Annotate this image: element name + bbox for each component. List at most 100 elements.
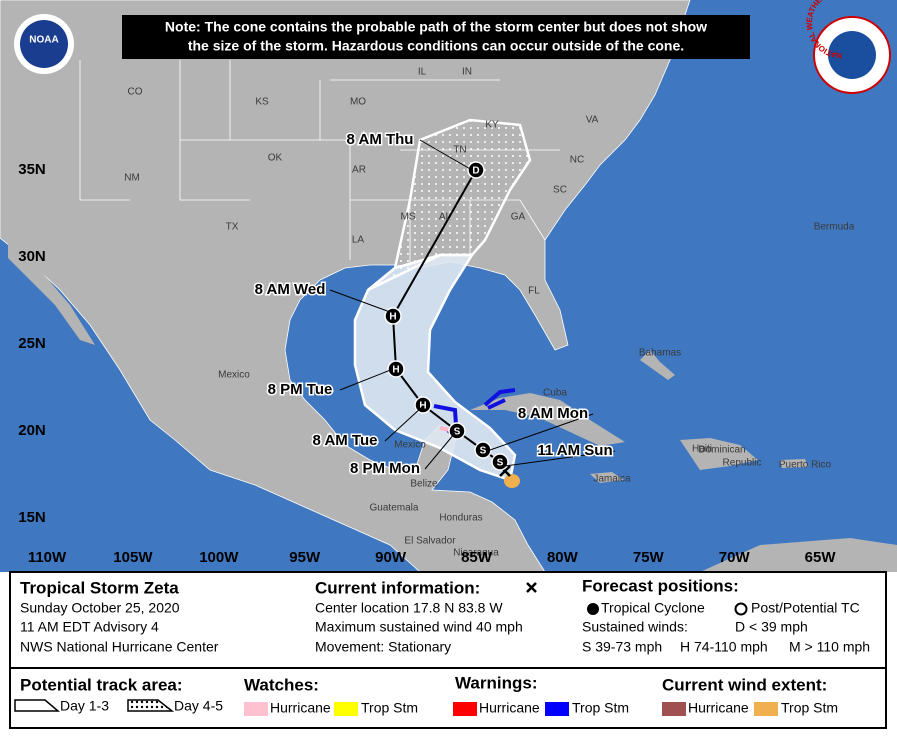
track-letter: H (419, 401, 426, 412)
lon-label: 75W (633, 549, 665, 566)
place-label: AL (439, 212, 452, 223)
swatch (754, 702, 778, 716)
nws-logo-inner (828, 31, 876, 79)
storm-name: Tropical Storm Zeta (20, 578, 179, 597)
leader-line (339, 368, 394, 391)
leader-line (504, 450, 616, 467)
forecast-time: 8 PM Mon (350, 460, 420, 477)
track-point (491, 453, 509, 471)
legend-item: Trop Stm (781, 700, 838, 716)
lon-label: 110W (28, 549, 67, 566)
place-label: OK (268, 153, 283, 164)
place-label: Puerto Rico (779, 460, 832, 471)
lon-label: 65W (805, 549, 837, 566)
lon-label: 105W (113, 549, 153, 566)
noaa-logo-inner (20, 20, 68, 68)
legend-title: Watches: (244, 675, 319, 694)
legend-item: Hurricane (688, 700, 749, 716)
wind-extent (504, 474, 520, 488)
puerto-rico (780, 459, 808, 468)
place-label: VA (586, 115, 599, 126)
forecast-item: S 39-73 mph (582, 639, 662, 655)
place-label: Cuba (543, 388, 567, 399)
place-label: Mexico (218, 370, 250, 381)
place-label: Bermuda (814, 222, 855, 233)
note-line: Note: The cone contains the probable pat… (165, 19, 707, 35)
track-letter: S (454, 427, 461, 438)
forecast-item: H 74-110 mph (680, 639, 768, 655)
place-label: Nicaragua (453, 548, 499, 559)
place-label: IN (462, 67, 472, 78)
track-point (387, 360, 405, 378)
forecast-title: Forecast positions: (582, 576, 739, 595)
forecast-time: 8 AM Mon (518, 405, 588, 422)
track-letter: H (389, 312, 396, 323)
forecast-time: 8 AM Tue (312, 432, 377, 449)
lat-label: 15N (18, 509, 46, 526)
place-label: Belize (410, 479, 438, 490)
noaa-text: NOAA (29, 35, 58, 46)
place-label: TN (453, 145, 466, 156)
tc-symbol (587, 603, 599, 615)
place-label: Haiti (692, 444, 712, 455)
current-title: Current information: (315, 578, 480, 597)
legend-title: Potential track area: (20, 675, 183, 694)
place-label: Guatemala (370, 503, 419, 514)
post-symbol (734, 602, 748, 616)
forecast-time: 8 AM Thu (347, 131, 414, 148)
forecast-item: Tropical Cyclone (601, 600, 705, 616)
hispaniola (680, 438, 758, 470)
trop-stm-warning-cuba (483, 388, 516, 410)
track-letter: S (497, 458, 504, 469)
legend-title: Warnings: (455, 673, 537, 692)
note-box (122, 15, 750, 59)
south-america (700, 538, 897, 572)
legend-item: Hurricane (479, 700, 540, 716)
forecast-item: Sustained winds: (582, 619, 688, 635)
legend-item: Trop Stm (572, 700, 629, 716)
lat-label: 25N (18, 335, 46, 352)
lat-label: 30N (18, 248, 46, 265)
swatch (662, 702, 686, 716)
cone-day-4-5 (367, 118, 532, 292)
place-label: Republic (723, 458, 762, 469)
place-label: El Salvador (404, 536, 456, 547)
advisory: 11 AM EDT Advisory 4 (20, 619, 159, 635)
lon-label: 95W (289, 549, 321, 566)
leader-line (489, 413, 594, 451)
place-label: Mexico (394, 440, 426, 451)
current-line: Center location 17.8 N 83.8 W (315, 600, 503, 616)
place-label: Bahamas (639, 348, 681, 359)
jamaica (590, 472, 624, 483)
place-label: LA (352, 235, 365, 246)
swatch (244, 702, 268, 716)
current-symbol (526, 582, 537, 593)
track-letter: H (392, 365, 399, 376)
lon-label: 100W (199, 549, 239, 566)
legend-item: Trop Stm (361, 700, 418, 716)
place-label: Jamaica (593, 474, 631, 485)
hurricane-watch (439, 426, 451, 432)
day13-swatch (14, 699, 61, 712)
forecast-item: M > 110 mph (789, 639, 870, 655)
place-label: Dominican (698, 445, 745, 456)
note-line: the size of the storm. Hazardous conditi… (188, 38, 684, 54)
date: Sunday October 25, 2020 (20, 600, 180, 616)
track-point (467, 161, 485, 179)
leader-line (424, 432, 456, 470)
place-label: KY (485, 120, 499, 131)
place-label: IL (418, 67, 427, 78)
swatch (453, 702, 477, 716)
center: NWS National Hurricane Center (20, 639, 219, 655)
leader-line (419, 139, 473, 171)
track-letter: S (480, 446, 487, 457)
baja (8, 240, 95, 345)
swatch (545, 702, 569, 716)
legend-item: Hurricane (270, 700, 331, 716)
forecast-time: 11 AM Sun (537, 442, 612, 459)
place-labels: CO KS MO IL IN KY VA TN NC OK AR SC NM MS AL GA TX LA FL Be… (124, 67, 855, 559)
legend-title: Current wind extent: (662, 675, 827, 694)
